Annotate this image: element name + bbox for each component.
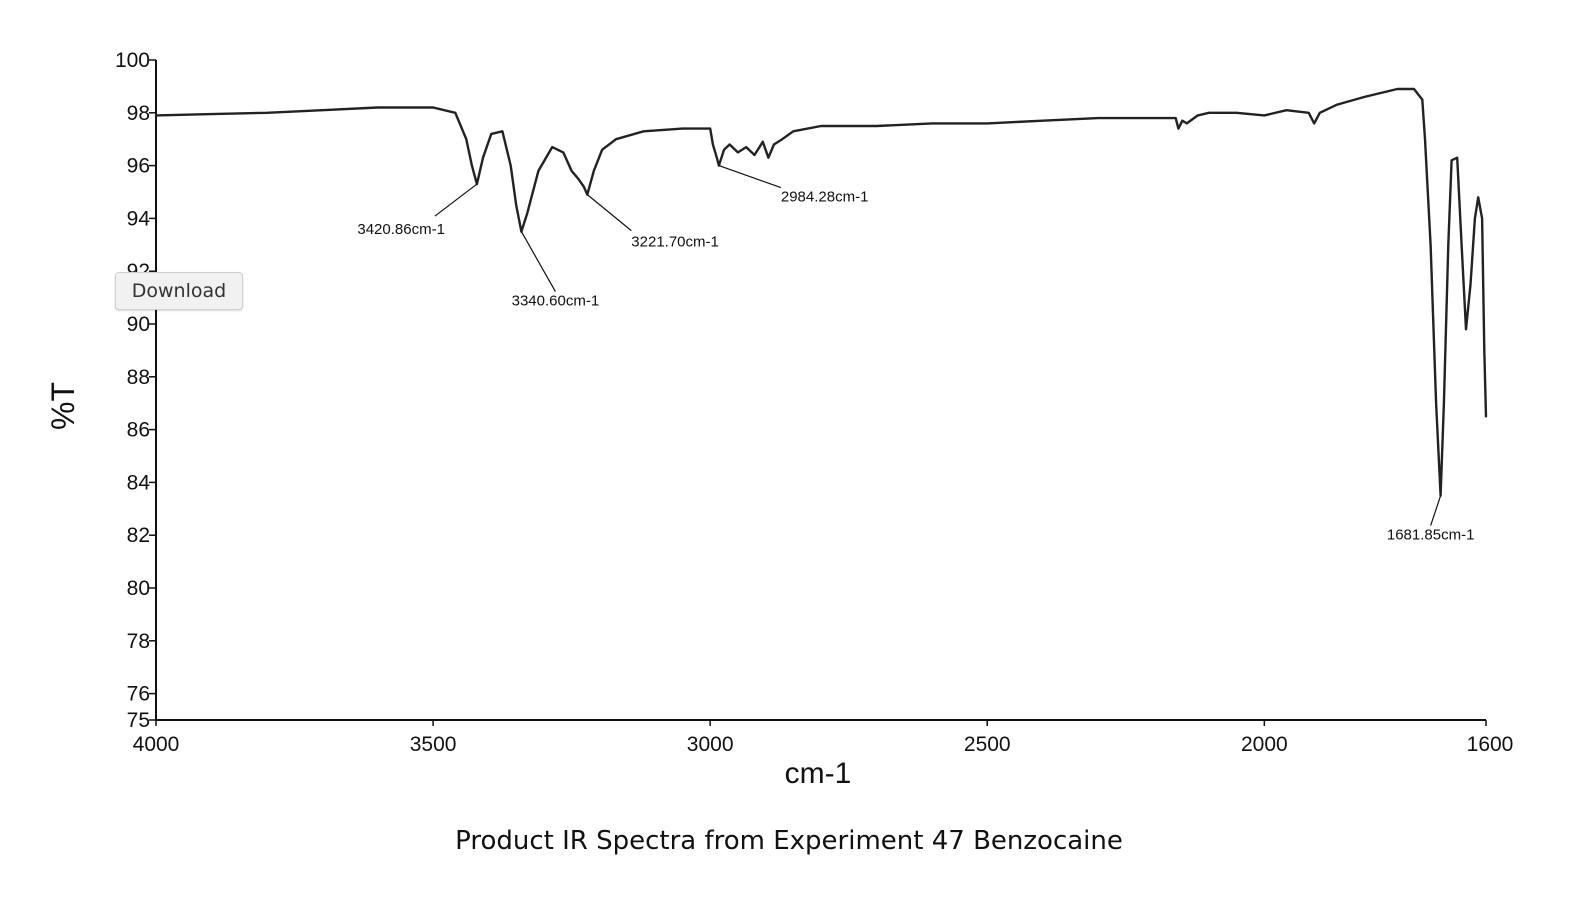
y-tick-label: 75 (127, 709, 150, 732)
peak-leader-line (520, 231, 556, 292)
chart-axes (155, 60, 1486, 721)
y-tick-label: 88 (127, 366, 150, 389)
peak-label: 3340.60cm-1 (512, 293, 600, 310)
x-axis-title: cm-1 (785, 757, 852, 790)
chart-ticks: 7576788082848688909294969810040003500300… (115, 49, 1513, 756)
y-tick-label: 96 (127, 155, 150, 178)
x-tick-label: 2000 (1241, 733, 1288, 756)
x-tick-label: 1600 (1467, 733, 1514, 756)
y-tick-label: 82 (127, 524, 150, 547)
download-button[interactable]: Download (115, 272, 243, 310)
peak-leader-line (434, 183, 478, 217)
y-tick-label: 90 (127, 313, 150, 336)
peak-label: 3420.86cm-1 (357, 221, 445, 238)
y-tick-label: 76 (127, 683, 150, 706)
y-tick-label: 78 (127, 630, 150, 653)
figure-caption: Product IR Spectra from Experiment 47 Be… (455, 826, 1123, 856)
peak-label: 1681.85cm-1 (1387, 527, 1475, 544)
chart-series (154, 87, 1488, 497)
y-tick-label: 84 (127, 471, 151, 494)
x-tick-label: 4000 (133, 733, 180, 756)
y-tick-label: 98 (127, 102, 150, 125)
y-tick-label: 80 (127, 577, 150, 600)
peak-label: 2984.28cm-1 (781, 189, 869, 206)
x-tick-label: 2500 (964, 733, 1011, 756)
x-tick-label: 3000 (687, 733, 734, 756)
y-axis-title: %T (45, 382, 81, 430)
peak-label: 3221.70cm-1 (631, 234, 719, 251)
spectrum-line (154, 87, 1488, 497)
peak-leader-line (586, 194, 632, 232)
y-tick-label: 94 (127, 207, 151, 230)
peak-leader-line (1430, 495, 1442, 526)
y-tick-label: 100 (115, 49, 150, 72)
x-tick-label: 3500 (410, 733, 457, 756)
chart-annotations: 3420.86cm-1 3340.60cm-1 3221.70cm-1 2984.28… (357, 165, 1475, 544)
peak-leader-line (718, 165, 782, 189)
y-tick-label: 86 (127, 419, 150, 442)
